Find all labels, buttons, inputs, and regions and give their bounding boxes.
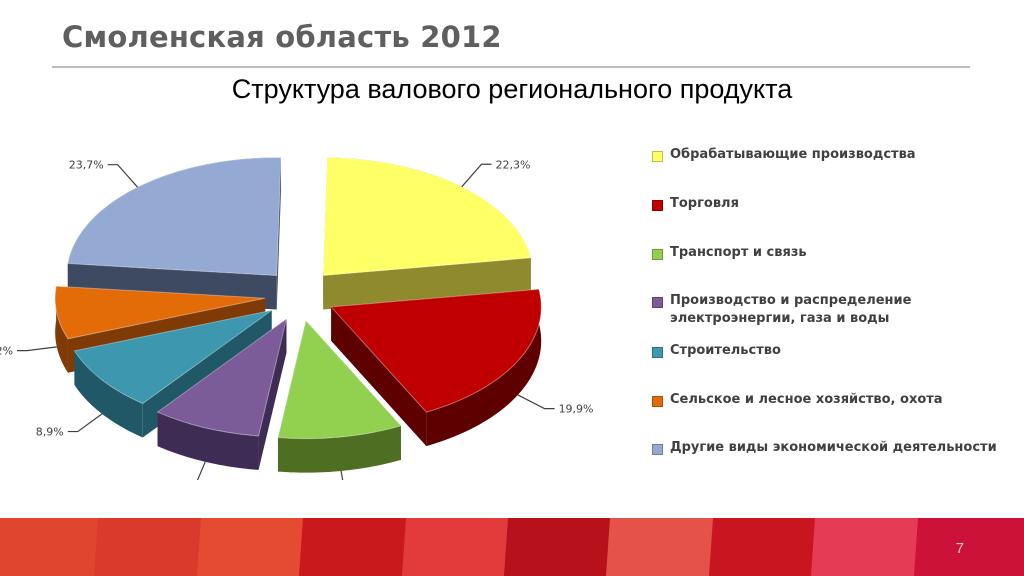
footer-band-stripe — [94, 518, 213, 576]
legend-swatch — [652, 444, 663, 455]
pie-slice-rim — [157, 412, 259, 470]
legend-swatch — [652, 347, 663, 358]
legend-swatch — [652, 297, 663, 308]
legend-label: Транспорт и связь — [670, 245, 807, 260]
legend-label: Торговля — [670, 196, 739, 211]
pie-chart: 22,3%19,9%9,6%8,4%8,9%7,2%23,7% — [0, 156, 594, 480]
legend-swatch — [652, 249, 663, 260]
pie-slice-top — [54, 285, 266, 340]
leader-line — [67, 413, 103, 433]
legend-item: Производство и распределение электроэнер… — [652, 292, 911, 328]
pie-slice-top — [330, 288, 542, 413]
pie-slice — [330, 288, 542, 447]
pie-slice-wall — [323, 257, 531, 310]
pie-slice-rim — [426, 289, 542, 447]
footer-band-stripe — [913, 518, 1024, 576]
title-divider — [52, 66, 970, 68]
chart-title: Структура валового регионального продукт… — [231, 74, 793, 104]
legend-item: Обрабатывающие производства — [652, 146, 916, 164]
leader-line — [517, 394, 555, 410]
legend-label: Сельское и лесное хозяйство, охота — [670, 392, 943, 407]
legend-label: Строительство — [670, 343, 781, 358]
legend-item: Строительство — [652, 342, 781, 360]
footer-band-stripe — [708, 518, 828, 576]
legend-swatch — [652, 151, 663, 162]
legend-item: Сельское и лесное хозяйство, охота — [652, 391, 943, 409]
legend-swatch — [652, 200, 663, 211]
leader-line — [17, 346, 57, 352]
leader-line — [196, 461, 206, 480]
pie-slice-top — [156, 317, 288, 437]
data-label: 22,3% — [496, 158, 531, 171]
footer-band-stripe — [401, 518, 521, 576]
footer-band-stripe — [196, 518, 316, 576]
slide-title: Смоленская область 2012 — [62, 20, 502, 54]
footer-band-stripe — [503, 518, 623, 576]
footer-band-stripe — [811, 518, 930, 576]
pie-slice-rim — [55, 286, 68, 373]
pie-slice-rim — [74, 350, 143, 438]
leader-line — [340, 470, 344, 480]
pie-slice — [277, 319, 402, 473]
pie-slice-wall — [331, 306, 427, 447]
pie-slice — [322, 156, 532, 310]
footer-band-stripe — [606, 518, 725, 576]
pie-slice-top — [277, 319, 402, 440]
legend-label: Обрабатывающие производства — [670, 147, 916, 162]
pie-slice-top — [67, 157, 282, 277]
legend-label: Другие виды экономической деятельности — [670, 440, 997, 455]
legend-item: Торговля — [652, 195, 739, 213]
pie-slice — [156, 317, 288, 470]
pie-slice-wall — [276, 157, 281, 310]
legend-item: Другие виды экономической деятельности — [652, 439, 997, 457]
pie-slice-top — [73, 309, 272, 405]
data-label: 23,7% — [69, 159, 104, 172]
data-label: 8,9% — [36, 426, 64, 439]
pie-slice — [67, 157, 282, 310]
footer-band-stripe — [299, 518, 418, 576]
data-label: 7,2% — [0, 345, 13, 358]
legend-label: Производство и распределение электроэнер… — [670, 293, 912, 326]
leader-line — [107, 164, 138, 188]
legend-item: Транспорт и связь — [652, 244, 807, 262]
leader-line — [461, 163, 492, 188]
data-label: 19,9% — [559, 403, 594, 416]
pie-slice-rim — [278, 425, 402, 473]
pie-slice-top — [322, 156, 532, 277]
legend-swatch — [652, 396, 663, 407]
page-number: 7 — [955, 540, 964, 557]
decorative-footer-band — [0, 518, 1024, 576]
